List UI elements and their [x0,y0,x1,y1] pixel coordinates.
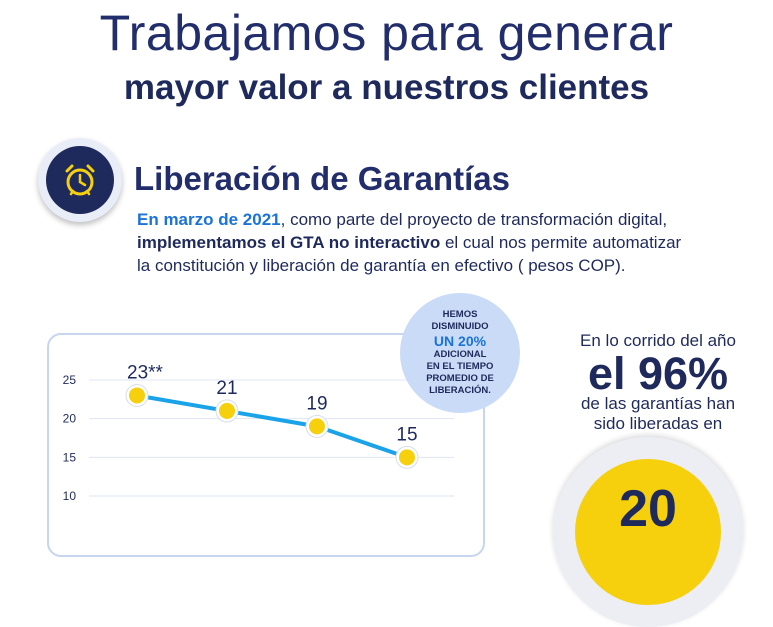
data-label: 23** [127,362,164,383]
headline-line-1: Trabajamos para generar [99,5,674,61]
section-title: Liberación de Garantías [134,160,510,197]
y-tick-label: 15 [63,450,77,464]
data-label: 21 [216,378,237,399]
section-description: En marzo de 2021, como parte del proyect… [137,210,682,275]
side-stat-description: de las garantías han sido liberadas en [580,394,736,433]
reduction-bubble: HEMOS DISMINUIDO UN 20% ADICIONAL EN EL … [400,293,520,413]
reduction-percent: UN 20% [433,333,487,349]
date-highlight: En marzo de 2021 [137,210,281,229]
side-stat-percent: el 96% [587,348,729,399]
data-point [129,387,145,404]
headline-line-2: mayor valor a nuestros clientes [123,68,650,107]
y-tick-label: 20 [63,412,77,426]
series-line [136,393,408,460]
data-point [399,449,415,466]
gta-highlight: implementamos el GTA no interactivo [137,233,441,252]
data-point [219,402,235,419]
line-chart: 10 15 20 25 23** 21 19 15 [63,362,454,503]
days-badge: 20 [553,437,743,627]
data-point [309,418,325,435]
days-number: 20 [619,480,677,538]
y-tick-label: 10 [63,489,77,503]
side-stat-intro: En lo corrido del año [580,331,736,350]
y-tick-label: 25 [63,373,77,387]
alarm-clock-badge [38,138,122,222]
data-label: 15 [396,424,417,445]
data-label: 19 [306,393,327,414]
alarm-clock-icon [65,164,95,196]
